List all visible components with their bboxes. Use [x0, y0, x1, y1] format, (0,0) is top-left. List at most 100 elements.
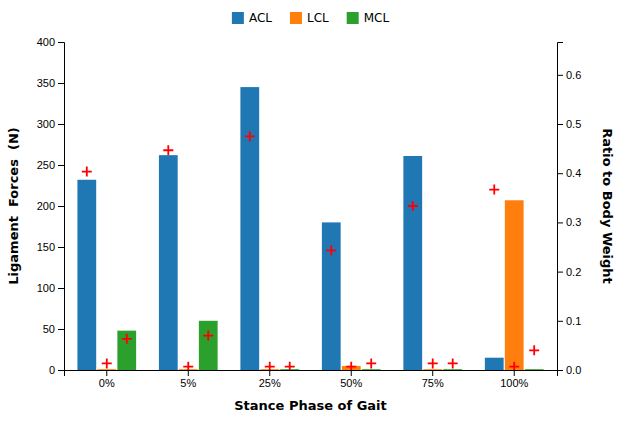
tick: 0.5	[557, 118, 581, 130]
tick-mark	[351, 370, 352, 376]
bar	[443, 369, 462, 370]
marker	[366, 358, 376, 368]
bar	[159, 155, 178, 370]
tick-mark	[58, 247, 64, 248]
tick-mark	[58, 329, 64, 330]
tick-label: 0.3	[566, 216, 581, 228]
tick-label: 0.2	[566, 266, 581, 278]
tick-mark	[269, 370, 270, 376]
marker	[529, 345, 539, 355]
tick-mark	[557, 173, 563, 174]
tick-label: 300	[37, 118, 55, 130]
tick: 300	[37, 118, 64, 130]
tick: 0.2	[557, 266, 581, 278]
tick-label: 50%	[340, 377, 362, 389]
tick-mark	[557, 370, 563, 371]
y-axis-title: Ligament Forces (N)	[6, 127, 21, 284]
bar	[485, 358, 504, 370]
tick: 0.3	[557, 216, 581, 228]
legend-swatch	[290, 12, 302, 24]
tick-mark	[58, 165, 64, 166]
tick-mark	[188, 370, 189, 376]
tick: 0.4	[557, 167, 581, 179]
legend-swatch	[347, 12, 359, 24]
marker-series	[82, 131, 499, 255]
tick-label: 0.6	[566, 69, 581, 81]
bar-series	[77, 87, 503, 370]
marker	[82, 167, 92, 177]
tick-label: 75%	[422, 377, 444, 389]
tick-mark	[557, 272, 563, 273]
marker	[285, 362, 295, 370]
marker	[183, 362, 193, 370]
bar	[199, 321, 218, 370]
tick: 25%	[259, 370, 281, 389]
tick-label: 25%	[259, 377, 281, 389]
bar-series	[97, 200, 523, 370]
tick: 0.6	[557, 69, 581, 81]
tick: 0	[49, 364, 64, 376]
marker	[346, 362, 356, 370]
legend-label: ACL	[249, 11, 272, 25]
tick-label: 150	[37, 241, 55, 253]
y-axis: 0 50 100 150 200 250 300 350 400	[37, 36, 65, 376]
tick: 0.1	[557, 315, 581, 327]
tick-label: 200	[37, 200, 55, 212]
marker	[245, 131, 255, 141]
tick-mark	[58, 83, 64, 84]
tick: 150	[37, 241, 64, 253]
bar	[322, 222, 341, 370]
tick-label: 100	[37, 282, 55, 294]
marker	[428, 358, 438, 368]
plot-area: 0% 5% 25% 50% 75% 100% 0 50 100 150 200 250 300 350 40…	[6, 36, 615, 413]
tick-label: 400	[37, 36, 55, 48]
tick-mark	[557, 222, 563, 223]
tick-mark	[514, 370, 515, 376]
bar	[525, 369, 544, 370]
tick-mark	[432, 370, 433, 376]
marker-series	[122, 331, 539, 370]
bar	[362, 369, 381, 370]
tick-mark	[557, 124, 563, 125]
marker	[265, 362, 275, 370]
tick-label: 5%	[180, 377, 196, 389]
tick-mark	[58, 124, 64, 125]
marker	[102, 358, 112, 368]
tick-label: 0%	[99, 377, 115, 389]
axis-line	[58, 43, 65, 371]
tick: 0%	[99, 370, 115, 389]
tick: 400	[37, 36, 64, 48]
tick-label: 0.5	[566, 118, 581, 130]
axis-line	[558, 43, 564, 371]
tick-label: 250	[37, 159, 55, 171]
marker	[163, 145, 173, 155]
marker	[326, 245, 336, 255]
marker	[408, 201, 418, 211]
tick-label: 0.4	[566, 167, 581, 179]
tick: 50%	[340, 370, 362, 389]
tick-label: 50	[43, 323, 55, 335]
axis-line	[65, 371, 558, 377]
tick: 100%	[500, 370, 528, 389]
tick: 100	[37, 282, 64, 294]
marker	[203, 331, 213, 341]
tick: 200	[37, 200, 64, 212]
tick: 5%	[180, 370, 196, 389]
bar	[403, 156, 422, 370]
marker-series	[102, 358, 519, 370]
chart: 0% 5% 25% 50% 75% 100% 0 50 100 150 200 250 300 350 40…	[0, 0, 619, 422]
x-axis: 0% 5% 25% 50% 75% 100%	[65, 370, 558, 389]
legend-swatch	[232, 12, 244, 24]
x-axis-title: Stance Phase of Gait	[234, 398, 387, 413]
tick-label: 350	[37, 77, 55, 89]
tick-mark	[58, 42, 64, 43]
tick-label: 100%	[500, 377, 528, 389]
tick-label: 0	[49, 364, 55, 376]
tick: 0.0	[557, 364, 581, 376]
tick: 250	[37, 159, 64, 171]
marker	[509, 362, 519, 370]
legend-item: ACL	[232, 11, 272, 25]
tick-mark	[106, 370, 107, 376]
tick-mark	[58, 370, 64, 371]
marker	[122, 334, 132, 344]
